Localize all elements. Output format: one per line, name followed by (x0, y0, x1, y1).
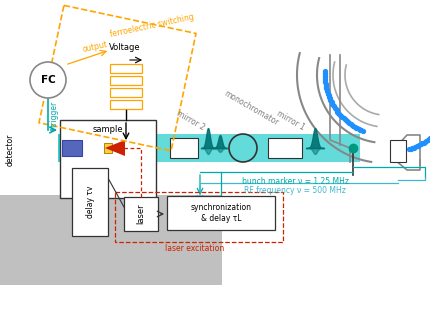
Text: ferroelectric switching: ferroelectric switching (109, 12, 195, 39)
Bar (110, 76, 142, 85)
Text: laser: laser (136, 204, 145, 224)
Text: Voltage: Voltage (109, 43, 141, 52)
Bar (124, 197, 158, 231)
Text: delay τv: delay τv (86, 186, 95, 218)
Bar (268, 138, 302, 158)
Bar (110, 100, 142, 109)
Text: mirror 2: mirror 2 (175, 109, 206, 132)
Bar (60, 120, 156, 198)
Text: RF frequency ν = 500 MHz: RF frequency ν = 500 MHz (244, 186, 346, 195)
Text: detector: detector (6, 134, 15, 166)
Bar (110, 88, 142, 97)
Bar (170, 138, 198, 158)
Bar (104, 143, 112, 153)
Text: trigger: trigger (50, 101, 59, 127)
Bar (72, 168, 108, 236)
Bar (167, 196, 275, 230)
Bar (390, 140, 406, 162)
Text: synchronization
& delay τL: synchronization & delay τL (190, 203, 252, 223)
Text: monochromator: monochromator (222, 89, 280, 127)
Bar (0, 195, 222, 285)
Circle shape (30, 62, 66, 98)
Text: output: output (82, 40, 109, 54)
Bar (62, 140, 82, 156)
Bar (58, 134, 360, 162)
Text: mirror 1: mirror 1 (275, 109, 306, 132)
Bar (110, 64, 142, 73)
Bar (115, 192, 283, 242)
Text: FC: FC (40, 75, 55, 85)
Text: laser excitation: laser excitation (166, 244, 224, 253)
Polygon shape (105, 140, 125, 156)
Text: sample: sample (93, 125, 123, 134)
Text: bunch marker ν = 1.25 MHz: bunch marker ν = 1.25 MHz (242, 177, 348, 186)
Polygon shape (58, 134, 108, 162)
